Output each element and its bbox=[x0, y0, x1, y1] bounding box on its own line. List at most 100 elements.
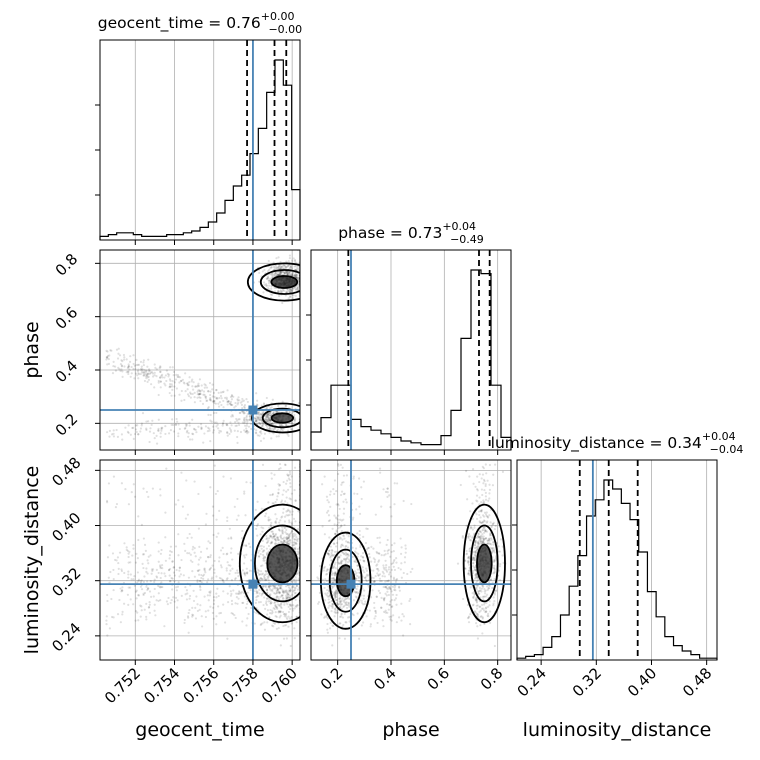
sample-point bbox=[293, 578, 296, 582]
sample-point bbox=[134, 428, 138, 431]
sample-point bbox=[323, 533, 326, 536]
sample-point bbox=[212, 429, 215, 432]
sample-point bbox=[360, 555, 363, 558]
sample-point bbox=[467, 569, 471, 573]
sample-point bbox=[171, 385, 174, 388]
sample-point bbox=[137, 594, 140, 597]
sample-point bbox=[293, 538, 297, 541]
sample-point bbox=[495, 589, 498, 592]
sample-point bbox=[291, 259, 294, 262]
sample-point bbox=[178, 376, 181, 379]
sample-point bbox=[266, 597, 269, 600]
sample-point bbox=[464, 559, 467, 562]
sample-point bbox=[110, 615, 114, 619]
sample-point bbox=[168, 557, 171, 560]
sample-point bbox=[146, 376, 149, 379]
sample-point bbox=[480, 501, 483, 504]
sample-point bbox=[323, 475, 326, 478]
sample-point bbox=[212, 391, 216, 394]
sample-point bbox=[480, 535, 484, 538]
sample-point bbox=[285, 496, 288, 499]
sample-point bbox=[294, 598, 297, 601]
sample-point bbox=[276, 587, 279, 590]
sample-point bbox=[259, 533, 262, 536]
sample-point bbox=[193, 428, 196, 431]
sample-point bbox=[343, 492, 346, 495]
sample-point bbox=[328, 549, 331, 552]
sample-point bbox=[283, 264, 287, 267]
sample-point bbox=[266, 621, 269, 624]
sample-point bbox=[177, 581, 180, 584]
sample-point bbox=[402, 615, 405, 618]
sample-point bbox=[480, 590, 483, 593]
sample-point bbox=[403, 561, 406, 564]
sample-point bbox=[389, 555, 392, 558]
sample-point bbox=[353, 550, 357, 553]
sample-point bbox=[245, 553, 248, 556]
sample-point bbox=[288, 590, 291, 593]
sample-point bbox=[286, 433, 289, 436]
sample-point bbox=[140, 588, 144, 591]
sample-point bbox=[277, 290, 280, 293]
sample-point bbox=[229, 400, 233, 403]
sample-point bbox=[146, 380, 149, 383]
sample-point bbox=[248, 418, 252, 421]
sample-point bbox=[264, 484, 267, 488]
sample-point bbox=[385, 594, 388, 597]
sample-point bbox=[257, 594, 260, 598]
sample-point bbox=[380, 606, 383, 609]
sample-point bbox=[137, 372, 140, 375]
sample-point bbox=[276, 410, 279, 414]
sample-point bbox=[355, 508, 358, 511]
sample-point bbox=[215, 535, 218, 538]
sample-point bbox=[330, 587, 334, 590]
sample-point bbox=[153, 580, 156, 584]
sample-point bbox=[233, 505, 236, 508]
y-tick-label: 0.8 bbox=[52, 250, 82, 280]
sample-point bbox=[134, 610, 138, 613]
sample-point bbox=[346, 557, 349, 560]
sample-point bbox=[326, 499, 329, 502]
sample-point bbox=[259, 576, 262, 580]
sample-point bbox=[362, 556, 365, 559]
sample-point bbox=[480, 603, 484, 607]
sample-point bbox=[245, 580, 248, 583]
sample-point bbox=[390, 590, 393, 593]
sample-point bbox=[274, 538, 277, 541]
sample-point bbox=[267, 287, 270, 290]
sample-point bbox=[189, 559, 192, 562]
sample-point bbox=[258, 592, 261, 595]
sample-point bbox=[479, 542, 482, 545]
diag-panel-geocent_time bbox=[95, 39, 301, 245]
sample-point bbox=[289, 482, 292, 485]
sample-point bbox=[106, 599, 109, 603]
sample-point bbox=[261, 420, 264, 424]
sample-point bbox=[329, 559, 333, 562]
sample-point bbox=[228, 432, 231, 436]
sample-point bbox=[394, 589, 397, 592]
sample-point bbox=[239, 401, 242, 404]
sample-point bbox=[209, 541, 212, 545]
sample-point bbox=[196, 396, 199, 399]
sample-point bbox=[263, 268, 266, 272]
sample-point bbox=[283, 520, 287, 523]
sample-point bbox=[475, 588, 478, 591]
sample-point bbox=[287, 488, 290, 491]
sample-point bbox=[261, 564, 264, 567]
sample-point bbox=[265, 578, 268, 581]
sample-point bbox=[475, 580, 479, 583]
sample-point bbox=[194, 555, 197, 558]
sample-point bbox=[479, 615, 482, 618]
sample-point bbox=[237, 401, 240, 404]
sample-point bbox=[459, 483, 462, 487]
sample-point bbox=[344, 603, 347, 606]
sample-point bbox=[469, 546, 472, 550]
sample-point bbox=[175, 589, 178, 592]
sample-point bbox=[287, 589, 290, 592]
sample-point bbox=[267, 544, 271, 548]
sample-point bbox=[393, 482, 396, 485]
sample-point bbox=[469, 526, 472, 529]
sample-point bbox=[266, 277, 270, 280]
sample-point bbox=[267, 550, 270, 553]
sample-point bbox=[333, 578, 336, 581]
